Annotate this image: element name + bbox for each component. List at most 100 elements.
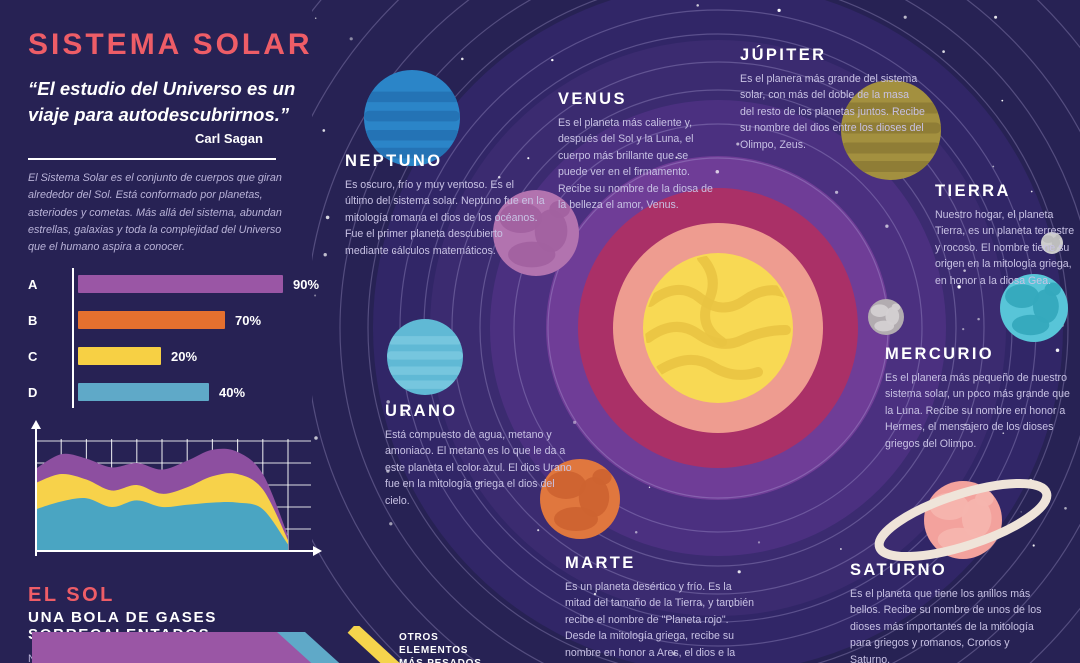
star-dot [634, 531, 638, 534]
area-chart [31, 420, 322, 557]
planet-venus-detail [499, 200, 570, 268]
orbit-line [479, 89, 957, 567]
bar [78, 275, 283, 294]
star-dot [840, 548, 842, 550]
star-dot [497, 175, 501, 179]
bar-chart: A 90% B 70% C 20% D 40% [28, 266, 328, 410]
star-dot [736, 142, 740, 146]
star-dot [1030, 190, 1033, 193]
sun-texture [645, 255, 791, 380]
star-dot [325, 215, 330, 220]
divider-line [28, 158, 276, 161]
bar-value-label: 90% [293, 276, 320, 292]
y-axis-arrow [31, 420, 41, 430]
bar-category-label: B [28, 312, 38, 328]
star-dot [386, 400, 390, 404]
saturn-ring [874, 478, 1052, 562]
planet-label-marte: MARTE Es un planeta desértico y frío. Es… [565, 554, 755, 663]
page-title: SISTEMA SOLAR [28, 28, 313, 61]
star-dot [593, 592, 597, 596]
orbit-line [513, 123, 923, 533]
planet-luna-detail [1042, 234, 1061, 252]
planet-tierra-detail [1005, 282, 1061, 336]
star-dot [737, 570, 741, 574]
planet-name: MERCURIO [885, 345, 995, 363]
star-dot [1032, 544, 1035, 547]
bar-category-label: D [28, 384, 38, 400]
star-dot [994, 15, 998, 19]
star-dot [323, 253, 327, 257]
planet-label-venus: VENUS Es el planeta más caliente y, desp… [558, 90, 720, 213]
planet-name: MARTE [565, 554, 636, 572]
planet-label-tierra: TIERRA Nuestro hogar, el planeta Tierra,… [935, 182, 1080, 289]
star-dot [537, 529, 540, 532]
arrow-label: OTROS ELEMENTOS MÁS PESADOS [399, 632, 481, 663]
planet-name: URANO [385, 402, 458, 420]
area-chart-axes [35, 428, 316, 557]
planet-description: Está compuesto de agua, metano y amoniac… [385, 429, 572, 507]
left-column: SISTEMA SOLAR “El estudio del Universo e… [0, 0, 330, 663]
area-series [36, 498, 288, 552]
star-dot [715, 170, 720, 174]
star-dot [477, 481, 481, 485]
star-dot [314, 17, 317, 20]
star-dot [386, 469, 390, 473]
planet-description: Es el planera más pequeño de nuestro sis… [885, 372, 1070, 450]
star-dot [700, 603, 703, 606]
quote-author: Carl Sagan [195, 131, 263, 147]
star-dot [992, 165, 995, 168]
star-dot [729, 605, 732, 608]
star-dot [389, 522, 393, 526]
planet-label-mercurio: MERCURIO Es el planera más pequeño de nu… [885, 345, 1070, 452]
bar-row: A 90% [28, 266, 328, 302]
orbit-line [367, 0, 1069, 663]
bar-row: D 40% [28, 374, 328, 410]
planet-name: JÚPITER [740, 46, 827, 64]
star-dot [394, 250, 396, 253]
bar-category-label: A [28, 276, 38, 292]
star-dot [551, 58, 554, 62]
star-dot [639, 169, 643, 173]
bar-row: C 20% [28, 338, 328, 374]
orbit-line [339, 0, 1080, 663]
bar-row: B 70% [28, 302, 328, 338]
star-dot [402, 412, 406, 416]
arrow-yellow [347, 626, 400, 663]
star-dot [942, 50, 945, 53]
planet-mercurio-detail [870, 303, 901, 332]
bar [78, 311, 225, 330]
star-dot [675, 156, 678, 159]
intro-paragraph: El Sistema Solar es el conjunto de cuerp… [28, 172, 282, 254]
star-dot [962, 328, 965, 331]
quote-text: “El estudio del Universo es un viaje par… [28, 78, 296, 125]
planet-name: NEPTUNO [345, 152, 443, 170]
bar [78, 347, 161, 366]
star-dot [1020, 511, 1022, 513]
elements-arrow [32, 626, 400, 663]
planet-urano-detail [387, 336, 463, 389]
planet-description: Es el planeta que tiene los anillos más … [850, 588, 1042, 663]
bar-value-label: 40% [219, 384, 246, 400]
star-dot [572, 420, 577, 425]
star-dot [648, 486, 651, 489]
star-dot [696, 4, 699, 7]
arrow-purple [32, 632, 312, 663]
planet-name: SATURNO [850, 561, 948, 579]
bar [78, 383, 209, 402]
planet-jupiter-detail [841, 102, 941, 172]
star-dot [479, 467, 481, 470]
star-dot [1064, 506, 1067, 510]
star-dot [963, 423, 967, 427]
bar-category-label: C [28, 348, 38, 364]
planet-description: Nuestro hogar, el planeta Tierra, es un … [935, 209, 1075, 287]
star-dot [314, 436, 318, 440]
star-dot [461, 57, 464, 61]
star-dot [527, 157, 530, 160]
sun-section-heading: EL SOL [28, 584, 115, 607]
star-dot [1055, 348, 1060, 352]
star-dot [672, 652, 676, 656]
star-dot [349, 37, 353, 41]
planet-name: VENUS [558, 90, 627, 108]
planet-marte-detail [546, 469, 612, 531]
bar-chart-axis [72, 268, 74, 409]
